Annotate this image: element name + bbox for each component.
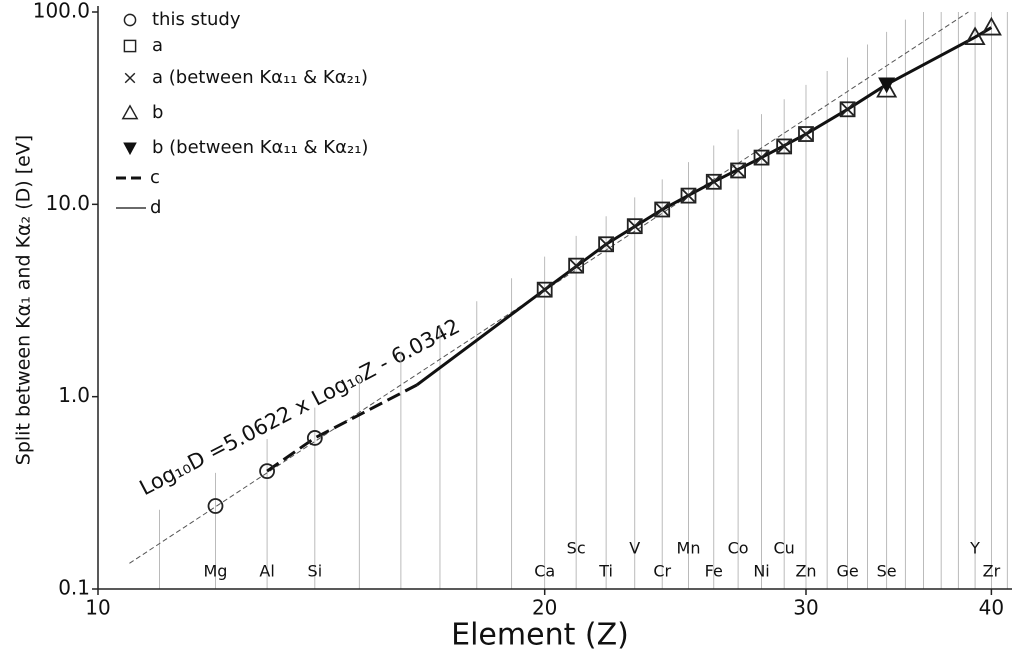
point-triangle-down xyxy=(123,142,137,156)
fit-annotation: Log₁₀D =5.0622 x Log₁₀Z - 6.0342 xyxy=(136,314,464,500)
point-x xyxy=(538,283,552,297)
point-triangle-down xyxy=(878,77,896,94)
y-tick-label: 100.0 xyxy=(33,0,90,23)
element-label: Ti xyxy=(598,562,613,581)
legend-marker xyxy=(123,39,137,53)
element-label: Fe xyxy=(705,562,723,581)
y-tick-label: 1.0 xyxy=(58,383,90,407)
point-square xyxy=(123,39,137,53)
point-x xyxy=(840,102,855,116)
point-square xyxy=(626,218,643,235)
element-label: Cu xyxy=(773,539,794,558)
point-circle xyxy=(123,13,137,27)
legend-marker xyxy=(124,72,136,84)
y-tick-label: 0.1 xyxy=(58,576,90,600)
point-x xyxy=(707,175,721,189)
x-tick-label: 20 xyxy=(532,596,557,620)
point-circle xyxy=(259,463,275,480)
element-label: Si xyxy=(308,562,323,581)
element-label: Zn xyxy=(795,562,816,581)
element-label: Ca xyxy=(534,562,555,581)
element-label: Ni xyxy=(753,562,769,581)
point-square xyxy=(730,162,746,179)
point-triangle xyxy=(964,26,986,46)
element-label: Y xyxy=(969,539,980,558)
point-x xyxy=(599,237,613,251)
point-x xyxy=(681,188,696,203)
point-square xyxy=(753,149,770,166)
legend-label: a (between Kα₁₁ & Kα₂₁) xyxy=(152,67,368,88)
point-square xyxy=(536,281,553,298)
legend-label: b (between Kα₁₁ & Kα₂₁) xyxy=(152,137,368,158)
point-square xyxy=(680,187,697,204)
fit-line xyxy=(129,11,969,564)
legend-label: a xyxy=(152,35,163,56)
element-label: V xyxy=(629,539,640,558)
point-square xyxy=(776,138,793,155)
y-axis-label: Split between Kα₁ and Kα₂ (D) [eV] xyxy=(13,135,35,465)
legend-marker xyxy=(123,13,137,27)
element-label: Mn xyxy=(677,539,701,558)
x-tick-label: 40 xyxy=(979,596,1004,620)
point-triangle xyxy=(121,104,139,120)
point-x xyxy=(655,202,669,217)
element-label: Mg xyxy=(204,562,228,581)
element-label: Se xyxy=(877,562,897,581)
x-axis-label: Element (Z) xyxy=(451,618,629,653)
legend-label: this study xyxy=(152,9,241,30)
x-tick-label: 10 xyxy=(85,596,110,620)
point-circle xyxy=(207,498,224,514)
point-square xyxy=(654,201,671,218)
point-square xyxy=(798,126,814,142)
y-tick-label: 10.0 xyxy=(45,191,90,215)
point-triangle xyxy=(980,16,1002,36)
point-x xyxy=(799,127,813,141)
point-x xyxy=(628,219,642,233)
point-x xyxy=(124,72,136,84)
point-x xyxy=(731,163,745,178)
legend-marker xyxy=(123,142,137,156)
point-x xyxy=(569,259,583,273)
point-x xyxy=(777,139,791,154)
element-label: Al xyxy=(259,562,274,581)
point-square xyxy=(598,236,615,253)
element-label: Zr xyxy=(983,562,1001,581)
element-label: Co xyxy=(728,539,749,558)
legend-marker xyxy=(121,104,139,120)
legend-label: c xyxy=(150,167,160,188)
element-label: Ge xyxy=(836,562,858,581)
element-label: Cr xyxy=(653,562,671,581)
point-square xyxy=(568,257,585,274)
point-square xyxy=(839,101,856,118)
x-tick-label: 30 xyxy=(793,596,818,620)
point-square xyxy=(705,173,722,190)
point-x xyxy=(754,150,769,165)
legend-label: b xyxy=(152,102,163,123)
legend-label: d xyxy=(150,197,161,218)
point-triangle xyxy=(876,78,898,98)
element-label: Sc xyxy=(567,539,586,558)
point-circle xyxy=(306,430,323,446)
